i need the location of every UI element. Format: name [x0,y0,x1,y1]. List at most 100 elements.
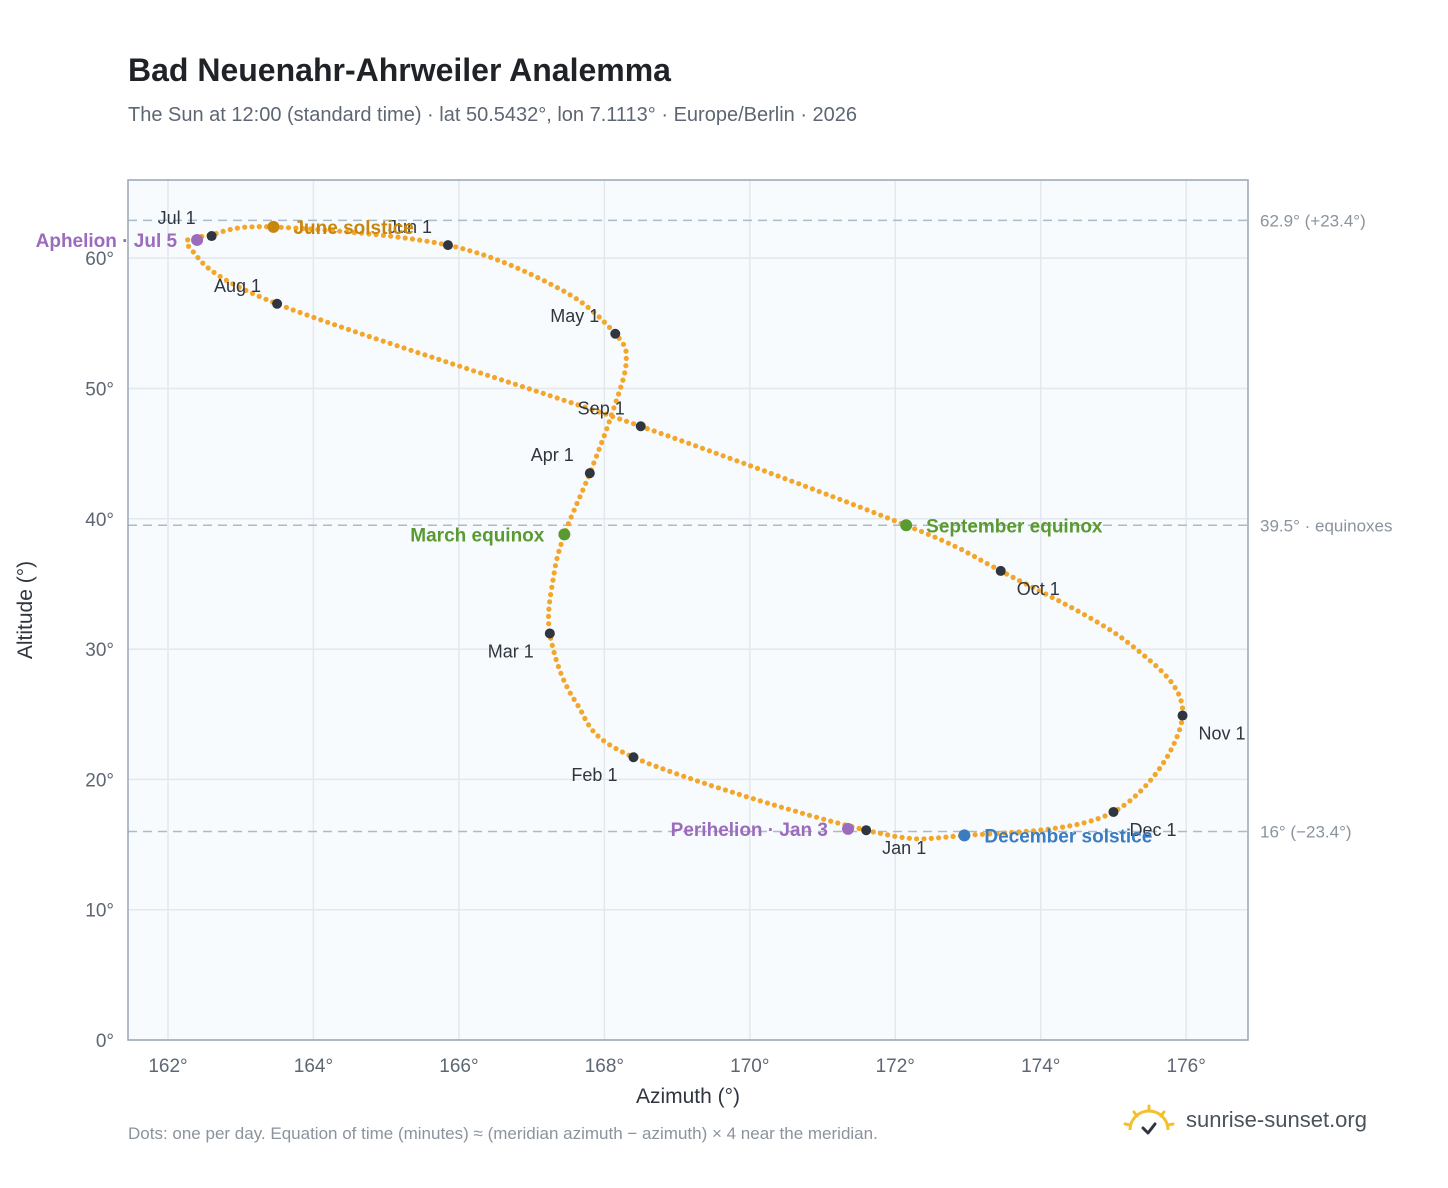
daily-sun-dot [498,377,505,383]
daily-sun-dot [727,455,733,461]
daily-sun-dot [830,494,836,500]
daily-sun-dot [417,237,423,243]
daily-sun-dot [1075,608,1081,614]
daily-sun-dot [651,428,657,434]
month-marker-dot [995,565,1006,576]
daily-sun-dot [387,340,393,346]
daily-sun-dot [604,426,610,432]
daily-sun-dot [1081,612,1088,618]
daily-sun-dot [789,478,795,484]
daily-sun-dot [877,830,884,837]
daily-sun-dot [821,816,827,822]
daily-sun-dot [325,319,331,325]
daily-sun-dot [943,834,949,840]
month-label: Apr 1 [531,445,574,465]
daily-sun-dot [603,411,609,417]
daily-sun-dot [623,348,629,354]
daily-sun-dot [547,599,553,605]
daily-sun-dot [548,281,554,287]
daily-sun-dot [1094,619,1100,625]
daily-sun-dot [488,254,494,260]
daily-sun-dot [871,509,877,516]
event-markers: June solstice December solstice March equi… [36,218,1153,848]
x-tick-labels: 162° 164° 166° 168° 170° 172° 174° 176° [148,1056,1205,1077]
y-tick-label: 20° [85,770,114,791]
daily-sun-dot [925,531,931,538]
month-label: Oct 1 [1017,579,1060,599]
daily-sun-dot [809,486,816,492]
daily-sun-dot [337,228,343,234]
daily-sun-dot [796,481,802,487]
daily-sun-dot [256,224,262,230]
daily-sun-dot [1125,639,1131,645]
brand[interactable]: sunrise-sunset.org [1122,1104,1367,1136]
daily-sun-dot [591,460,597,466]
daily-sun-dot [708,783,715,789]
daily-sun-dot [285,225,292,231]
month-marker-dot [610,328,621,339]
daily-sun-dot [290,307,296,313]
daily-sun-dot [366,333,372,340]
daily-sun-dot [1052,825,1058,831]
month-label: Feb 1 [571,765,617,785]
daily-sun-dot [782,476,788,482]
daily-sun-dot [701,780,708,786]
event-label: June solstice [293,218,413,239]
daily-sun-dot [928,835,934,842]
daily-sun-dot [402,235,408,241]
daily-sun-dot [748,463,754,469]
daily-sun-dot [311,314,317,321]
daily-sun-dot [263,296,269,302]
daily-sun-dot [556,548,562,555]
daily-sun-dot [526,386,532,392]
daily-sun-dot [601,319,608,325]
daily-sun-dot [582,404,588,410]
daily-sun-dot [757,798,763,804]
daily-sun-dot [443,359,449,365]
daily-sun-dot [623,355,629,361]
daily-sun-dot [234,225,240,231]
daily-sun-dot [1100,623,1107,629]
daily-sun-dot [665,433,671,439]
daily-sun-dot [754,465,761,471]
daily-sun-dot [359,331,365,337]
x-tick-label: 166° [439,1056,478,1077]
daily-sun-dot [575,703,581,709]
daily-sun-dot [1161,759,1167,766]
daily-sun-dot [596,314,602,320]
daily-sun-dot [297,309,303,316]
daily-sun-dot [891,518,897,524]
daily-sun-dot [515,265,521,271]
daily-sun-dot [1095,816,1101,822]
daily-sun-dot [1088,818,1094,824]
daily-sun-dot [672,435,678,441]
daily-sun-dot [1030,828,1037,834]
plot-background [128,180,1248,1040]
daily-sun-dot [1067,823,1073,829]
daily-sun-dot [792,808,799,814]
daily-sun-dot [644,426,650,432]
daily-sun-dot [607,742,613,748]
y-tick-label: 60° [85,249,114,270]
daily-sun-dot [1045,826,1051,832]
daily-sun-dot [884,515,891,521]
daily-sun-dot [1056,598,1062,604]
daily-sun-dot [571,696,577,703]
daily-sun-dot [585,304,591,310]
daily-sun-dot [366,231,372,237]
daily-sun-dot [1121,802,1127,808]
daily-sun-dot [693,443,699,449]
daily-sun-dot [501,260,507,266]
daily-sun-dot [249,224,255,230]
daily-sun-dot [785,806,792,812]
daily-sun-dot [593,453,600,459]
daily-sun-dot [332,322,338,328]
month-marker-dot [443,240,453,251]
daily-sun-dot [589,407,595,413]
daily-sun-dot [1163,673,1169,679]
daily-sun-dot [639,758,646,764]
daily-sun-dot [373,232,379,238]
daily-sun-dot [686,440,692,446]
daily-sun-dot [211,269,217,275]
daily-sun-dot [195,255,201,261]
